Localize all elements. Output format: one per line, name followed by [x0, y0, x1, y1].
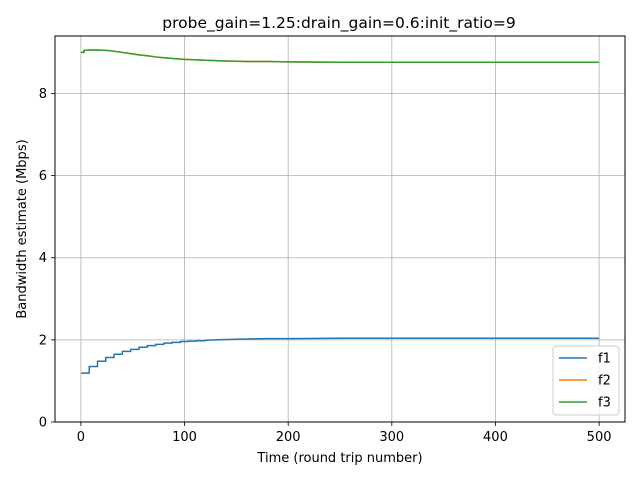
x-tick-label: 200 [276, 430, 301, 445]
x-tick-label: 100 [172, 430, 197, 445]
legend: f1 f2 f3 [552, 345, 620, 416]
y-axis-label: Bandwidth estimate (Mbps) [15, 139, 30, 318]
legend-label-f2: f2 [598, 374, 611, 389]
chart-title: probe_gain=1.25:drain_gain=0.6:init_rati… [162, 14, 515, 33]
legend-label-f1: f1 [598, 352, 611, 367]
y-tick-label: 6 [39, 169, 47, 184]
y-tick-label: 0 [39, 416, 47, 431]
y-tick-label: 2 [39, 333, 47, 348]
axis-ticks: 0 100 200 300 400 500 0 2 4 6 8 [39, 87, 612, 445]
x-tick-label: 300 [379, 430, 404, 445]
x-tick-label: 0 [77, 430, 85, 445]
grid [55, 36, 625, 423]
x-tick-label: 500 [587, 430, 612, 445]
y-tick-label: 8 [39, 87, 47, 102]
series-line-f2 [80, 49, 600, 64]
x-axis-label: Time (round trip number) [256, 451, 422, 466]
x-tick-label: 400 [483, 430, 508, 445]
plot-frame [54, 35, 626, 423]
series-line-f3 [80, 49, 600, 64]
y-tick-label: 4 [39, 251, 47, 266]
legend-label-f3: f3 [598, 396, 611, 411]
series-lines [80, 49, 600, 374]
series-line-f1 [80, 337, 600, 374]
legend-items: f1 f2 f3 [559, 352, 611, 411]
